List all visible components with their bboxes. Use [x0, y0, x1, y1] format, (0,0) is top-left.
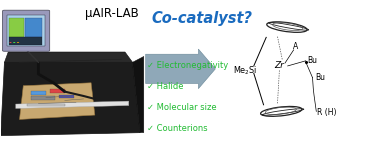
Polygon shape — [16, 101, 129, 108]
Text: ✓ Halide: ✓ Halide — [147, 82, 183, 91]
Text: Bu: Bu — [315, 73, 325, 82]
Text: Bu: Bu — [308, 56, 318, 65]
FancyBboxPatch shape — [3, 10, 50, 51]
Bar — [31, 91, 46, 95]
Bar — [59, 95, 74, 98]
Bar — [9, 18, 24, 37]
Bar — [9, 37, 42, 45]
Text: ✓ Molecular size: ✓ Molecular size — [147, 103, 217, 112]
Circle shape — [9, 42, 12, 43]
FancyBboxPatch shape — [7, 15, 45, 46]
Polygon shape — [133, 56, 144, 133]
Text: ✓ Counterions: ✓ Counterions — [147, 124, 208, 133]
Bar — [50, 89, 65, 93]
Bar — [31, 96, 55, 100]
Polygon shape — [1, 62, 140, 136]
Text: A: A — [293, 42, 298, 51]
Polygon shape — [20, 83, 95, 119]
Bar — [25, 18, 42, 37]
Text: Co-catalyst?: Co-catalyst? — [152, 11, 253, 26]
Text: ✓ Electronegativity: ✓ Electronegativity — [147, 61, 228, 70]
Polygon shape — [5, 52, 133, 62]
Text: Zr: Zr — [274, 61, 284, 70]
Text: R (H): R (H) — [317, 108, 336, 117]
Circle shape — [17, 42, 19, 43]
Text: μAIR-LAB: μAIR-LAB — [85, 7, 139, 20]
Text: Me$_2$Si: Me$_2$Si — [232, 64, 257, 77]
Bar — [27, 104, 65, 106]
Circle shape — [13, 42, 15, 43]
FancyArrow shape — [146, 49, 215, 89]
